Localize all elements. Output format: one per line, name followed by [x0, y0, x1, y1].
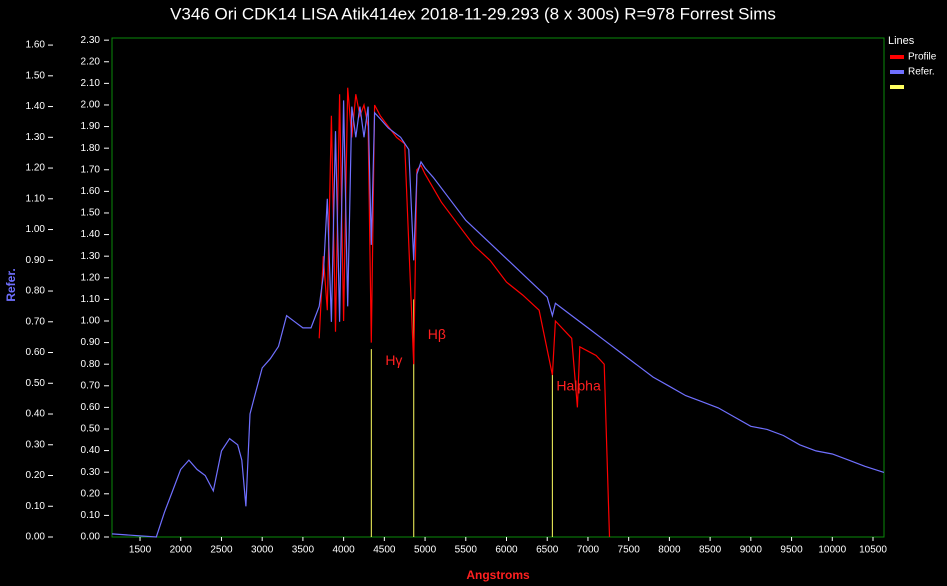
y-tick-label: 1.80	[81, 143, 101, 154]
y2-tick-label: 1.00	[26, 224, 46, 235]
x-tick-label: 3000	[251, 545, 274, 556]
y-tick-label: 2.20	[81, 56, 101, 67]
x-tick-label: 7500	[618, 545, 641, 556]
y-tick-label: 1.50	[81, 208, 101, 219]
y2-tick-label: 0.20	[26, 470, 46, 481]
x-tick-label: 9000	[740, 545, 763, 556]
legend-title: Lines	[888, 35, 915, 47]
x-tick-label: 2500	[210, 545, 233, 556]
y-tick-label: 1.10	[81, 294, 101, 305]
y-tick-label: 1.00	[81, 316, 101, 327]
y2-tick-label: 0.80	[26, 286, 46, 297]
y2-tick-label: 1.40	[26, 101, 46, 112]
y-tick-label: 2.30	[81, 35, 101, 46]
line-label: Hβ	[428, 326, 446, 342]
y2-tick-label: 0.60	[26, 347, 46, 358]
y-tick-label: 0.80	[81, 359, 101, 370]
x-tick-label: 8500	[699, 545, 722, 556]
x-axis-label: Angstroms	[466, 568, 530, 582]
y-tick-label: 1.30	[81, 251, 101, 262]
y2-tick-label: 1.10	[26, 193, 46, 204]
y-tick-label: 1.70	[81, 164, 101, 175]
x-tick-label: 2000	[170, 545, 193, 556]
y-tick-label: 0.10	[81, 510, 101, 521]
legend-swatch	[890, 55, 904, 59]
x-tick-label: 9500	[780, 545, 803, 556]
y-tick-label: 1.90	[81, 121, 101, 132]
x-tick-label: 5000	[414, 545, 437, 556]
y2-tick-label: 0.40	[26, 409, 46, 420]
series-line	[111, 100, 885, 538]
x-tick-label: 5500	[455, 545, 478, 556]
y-tick-label: 0.70	[81, 380, 101, 391]
x-tick-label: 4500	[373, 545, 396, 556]
x-tick-label: 10000	[818, 545, 846, 556]
y2-tick-label: 0.90	[26, 255, 46, 266]
y-tick-label: 1.40	[81, 229, 101, 240]
y2-tick-label: 1.20	[26, 163, 46, 174]
x-tick-label: 4000	[332, 545, 355, 556]
legend-label: Refer.	[908, 67, 935, 78]
y2-tick-label: 1.30	[26, 132, 46, 143]
y-tick-label: 2.10	[81, 78, 101, 89]
y-tick-label: 1.20	[81, 272, 101, 283]
legend-swatch	[890, 70, 904, 74]
y2-tick-label: 0.30	[26, 439, 46, 450]
legend-swatch	[890, 85, 904, 89]
x-tick-label: 7000	[577, 545, 600, 556]
y-tick-label: 0.90	[81, 337, 101, 348]
line-label: Hγ	[385, 352, 402, 368]
line-label: Halpha	[556, 378, 601, 394]
y-tick-label: 0.20	[81, 488, 101, 499]
y-tick-label: 0.00	[81, 532, 101, 543]
y-tick-label: 1.60	[81, 186, 101, 197]
x-tick-label: 6000	[495, 545, 518, 556]
x-tick-label: 3500	[292, 545, 315, 556]
series-line	[318, 87, 611, 538]
y2-tick-label: 1.60	[26, 40, 46, 51]
y-tick-label: 0.50	[81, 424, 101, 435]
y-tick-label: 2.00	[81, 100, 101, 111]
y2-tick-label: 1.50	[26, 70, 46, 81]
y2-tick-label: 0.00	[26, 532, 46, 543]
x-tick-label: 6500	[536, 545, 559, 556]
chart-title: V346 Ori CDK14 LISA Atik414ex 2018-11-29…	[170, 4, 776, 23]
x-tick-label: 10500	[859, 545, 887, 556]
y2-tick-label: 0.10	[26, 501, 46, 512]
plot-frame	[111, 37, 885, 538]
x-tick-label: 1500	[129, 545, 152, 556]
y-tick-label: 0.40	[81, 445, 101, 456]
y2-tick-label: 0.70	[26, 316, 46, 327]
y-axis-label: Refer.	[4, 268, 18, 301]
y-tick-label: 0.30	[81, 467, 101, 478]
legend-label: Profile	[908, 52, 937, 63]
y-tick-label: 0.60	[81, 402, 101, 413]
y2-tick-label: 0.50	[26, 378, 46, 389]
x-tick-label: 8000	[658, 545, 681, 556]
